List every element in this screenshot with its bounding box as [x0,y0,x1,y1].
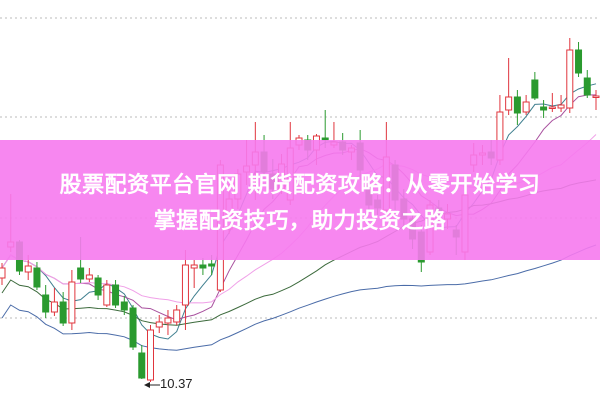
candle-down [42,294,50,313]
candle-down [575,49,583,74]
candle-down [540,106,548,111]
candle-up [557,104,565,109]
candle-down [94,277,102,296]
candle-up [592,95,600,98]
candle-up [566,49,574,109]
candle-up [505,96,513,111]
candle-up [68,281,76,324]
candle-up [155,321,163,328]
candle-up [164,317,172,324]
candle-up [173,309,181,323]
candle-down [199,264,207,269]
title-banner: 股票配资平台官网 期货配资攻略：从零开始学习 掌握配资技巧，助力投资之路 [0,140,600,260]
candle-up [548,106,556,109]
banner-title-line-2: 掌握配资技巧，助力投资之路 [153,209,447,234]
banner-title-line-1: 股票配资平台官网 期货配资攻略：从零开始学习 [59,173,541,198]
candle-down [138,352,146,379]
candle-down [59,301,67,324]
ma60-line [1,244,597,351]
candle-up [24,265,32,273]
candle-up [0,267,6,279]
candle-down [583,77,591,96]
candle-up [181,264,189,306]
candle-up [147,329,154,381]
candle-up [50,301,58,313]
low-price-label: 10.37 [160,376,193,391]
candle-up [190,264,198,269]
candle-down [77,267,85,280]
candle-up [85,274,93,280]
candle-down [531,79,539,99]
candle-up [103,284,111,306]
candle-down [208,263,216,267]
candle-up [522,101,530,113]
candle-down [513,96,521,114]
candle-down [33,267,41,288]
candle-down [112,284,120,306]
candle-down [120,301,128,311]
candle-down [129,307,137,348]
